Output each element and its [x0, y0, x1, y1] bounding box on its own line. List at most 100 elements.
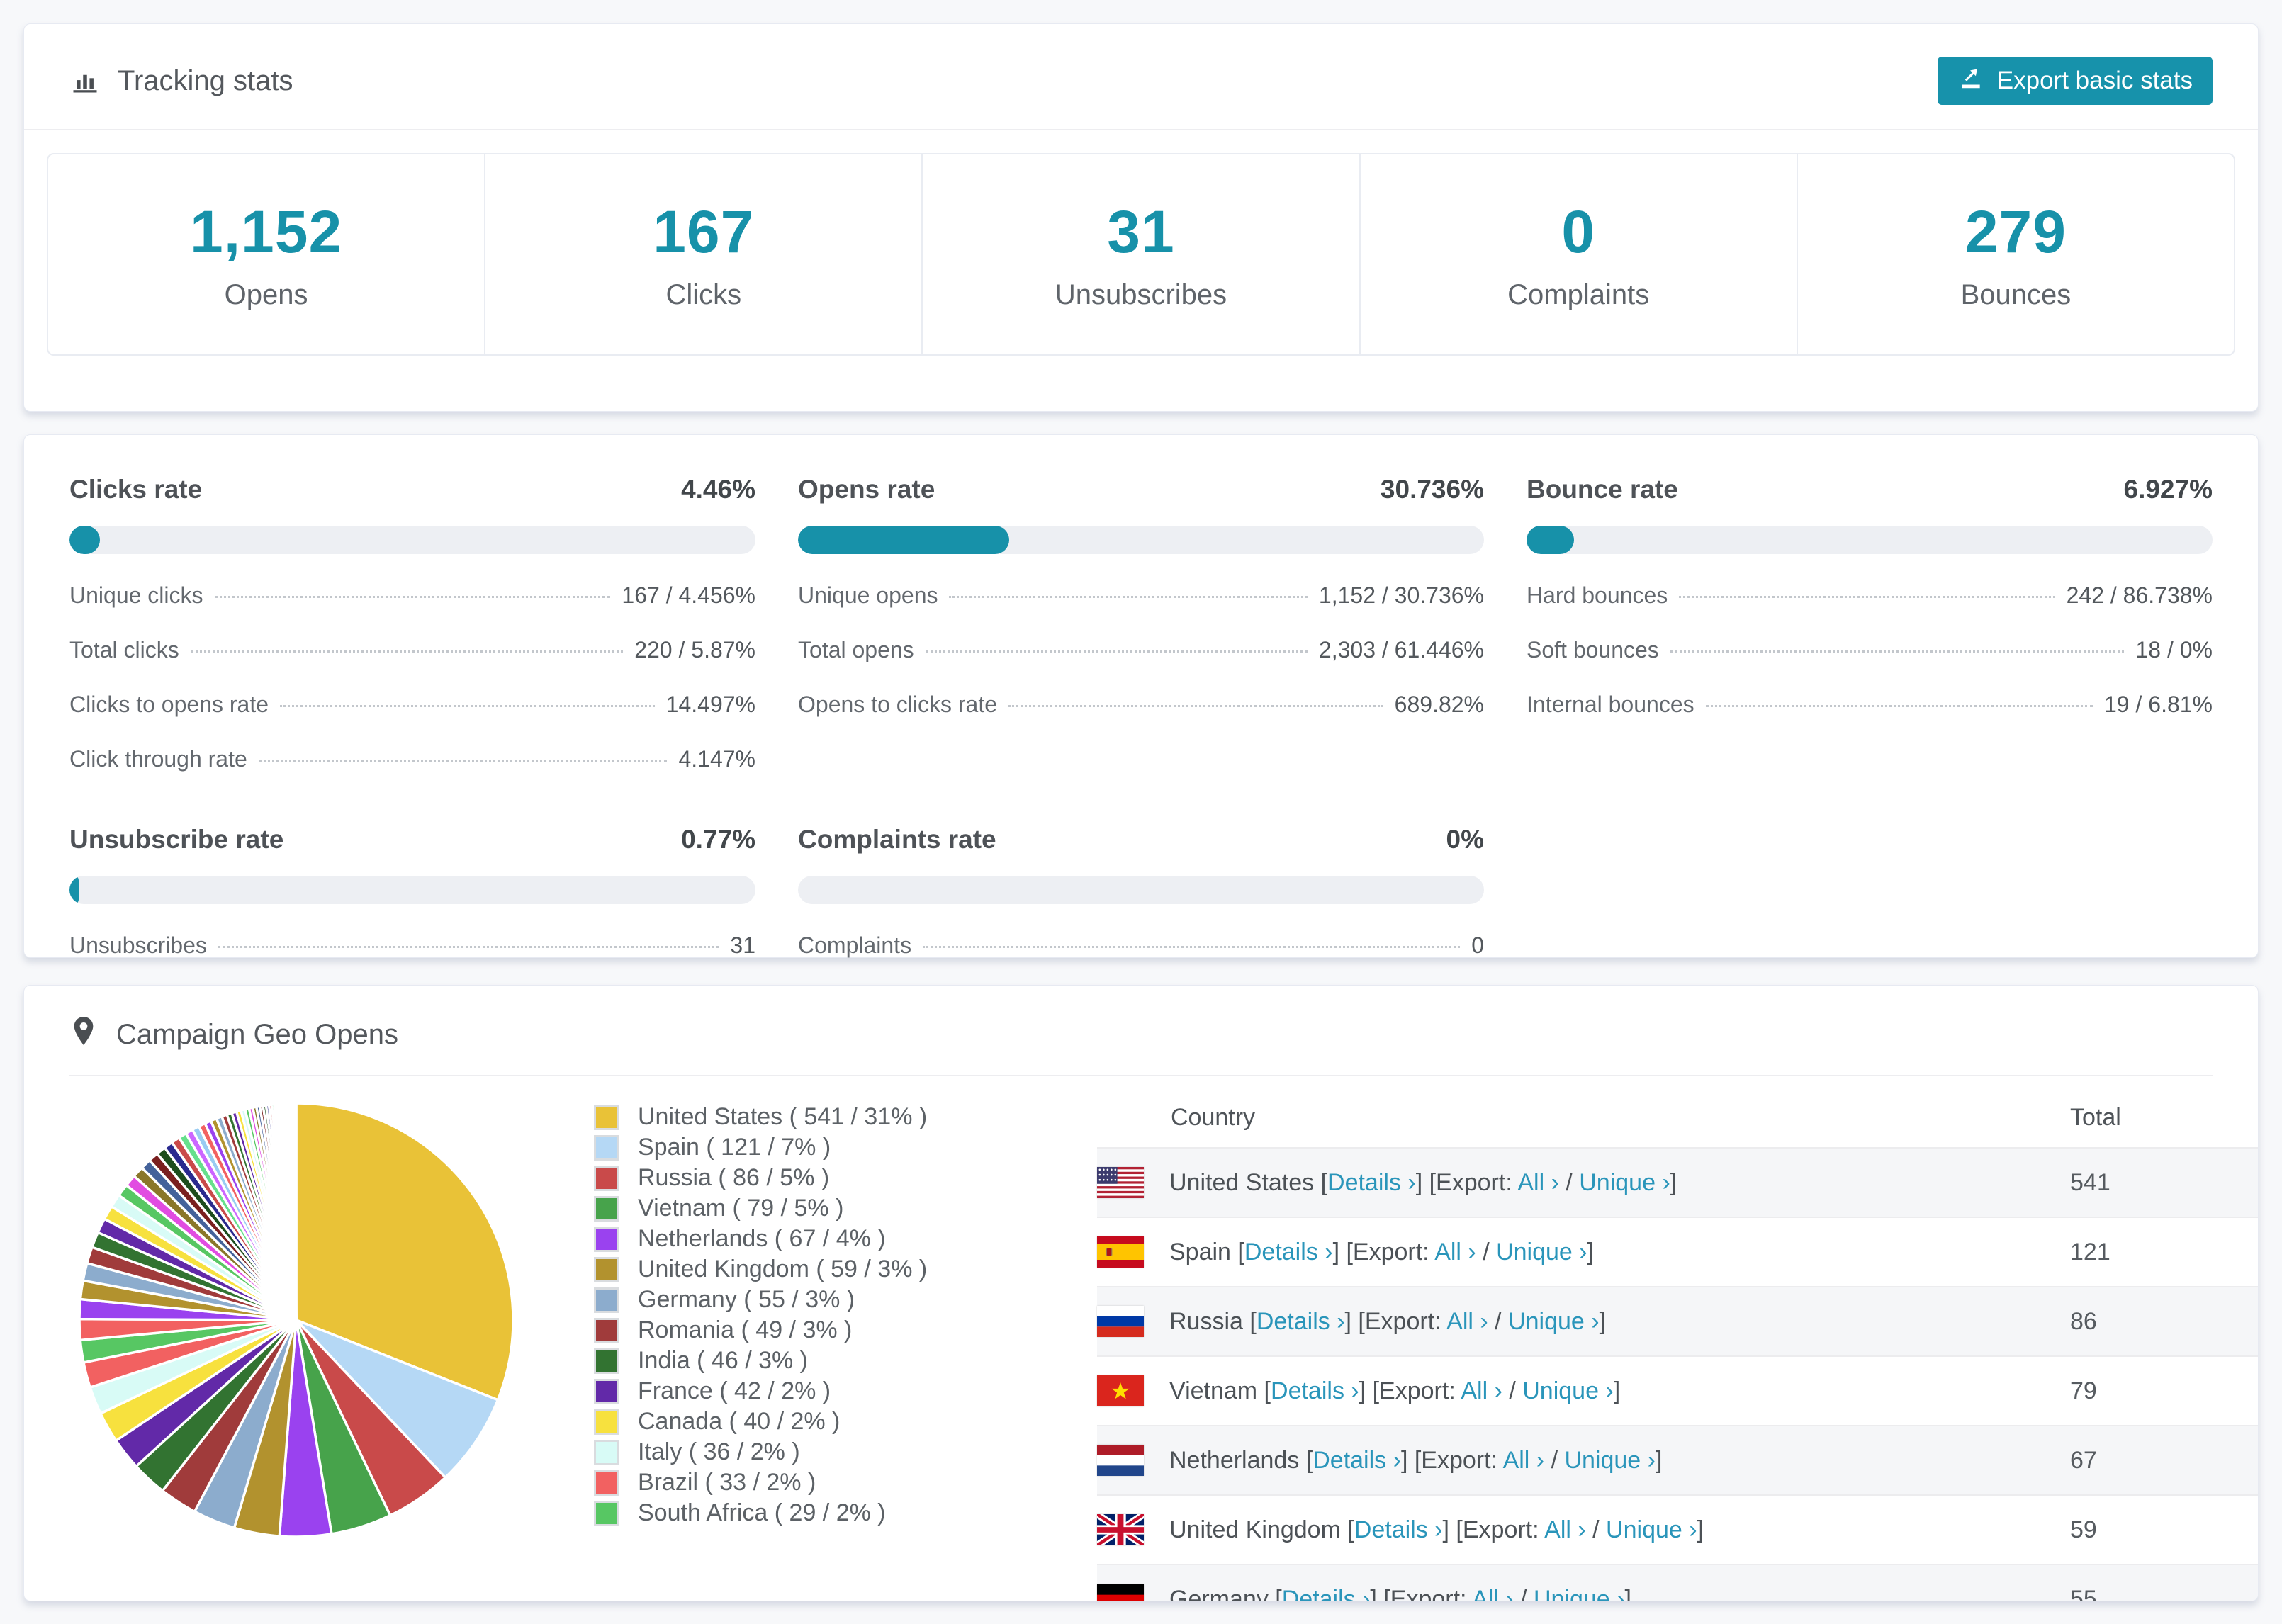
gb-flag-icon: [1097, 1514, 1144, 1545]
rate-panel-bounce-rate: Bounce rate 6.927% Hard bounces 242 / 86.73…: [1527, 475, 2213, 772]
rate-detail-label: Total opens: [798, 637, 914, 662]
section-title: Campaign Geo Opens: [116, 1018, 399, 1050]
summary-stat-unsubscribes: 31 Unsubscribes: [923, 154, 1361, 354]
pie-slice-0[interactable]: [295, 1102, 515, 1402]
details-link[interactable]: Details ›: [1313, 1446, 1401, 1474]
legend-item-germany[interactable]: Germany ( 55 / 3% ): [594, 1285, 1097, 1315]
ru-flag-icon: [1097, 1306, 1144, 1337]
stat-label: Opens: [224, 279, 308, 310]
pie-slice-63[interactable]: [293, 1102, 298, 1321]
export-unique-link[interactable]: Unique ›: [1579, 1168, 1670, 1196]
rate-detail-row: Click through rate 4.147%: [69, 746, 755, 772]
vn-flag-icon: [1097, 1375, 1144, 1406]
rate-detail-row: Total clicks 220 / 5.87%: [69, 637, 755, 663]
rate-percentage: 4.46%: [681, 475, 755, 504]
legend-label: United Kingdom ( 59 / 3% ): [638, 1256, 928, 1282]
stat-label: Clicks: [665, 279, 742, 310]
legend-item-italy[interactable]: Italy ( 36 / 2% ): [594, 1437, 1097, 1467]
legend-item-canada[interactable]: Canada ( 40 / 2% ): [594, 1406, 1097, 1437]
rate-detail-value: 19 / 6.81%: [2104, 692, 2213, 717]
country-cell: United Kingdom [Details ›] [Export: All …: [1097, 1514, 2070, 1545]
geo-opens-table: Country Total United States [Details ›] …: [1097, 1088, 2258, 1601]
country-links: Russia [Details ›] [Export: All › / Uniq…: [1169, 1307, 1607, 1335]
legend-swatch: [594, 1287, 619, 1313]
legend-item-united-kingdom[interactable]: United Kingdom ( 59 / 3% ): [594, 1254, 1097, 1285]
rate-percentage: 30.736%: [1380, 475, 1484, 504]
export-all-link[interactable]: All ›: [1446, 1307, 1488, 1335]
legend-item-south-africa[interactable]: South Africa ( 29 / 2% ): [594, 1498, 1097, 1528]
rate-progress-bar: [69, 526, 755, 554]
export-all-link[interactable]: All ›: [1502, 1446, 1545, 1474]
legend-swatch: [594, 1256, 619, 1282]
legend-item-russia[interactable]: Russia ( 86 / 5% ): [594, 1163, 1097, 1193]
stat-value: 1,152: [189, 198, 343, 265]
export-upload-icon: [1957, 64, 1984, 98]
country-total: 59: [2070, 1516, 2097, 1543]
legend-swatch: [594, 1439, 619, 1465]
legend-item-netherlands[interactable]: Netherlands ( 67 / 4% ): [594, 1224, 1097, 1254]
stat-label: Bounces: [1960, 279, 2072, 310]
pie-slice-1[interactable]: [295, 1319, 500, 1479]
export-all-link[interactable]: All ›: [1434, 1238, 1476, 1265]
country-links: Netherlands [Details ›] [Export: All › /…: [1169, 1446, 1663, 1474]
details-link[interactable]: Details ›: [1244, 1238, 1333, 1265]
details-link[interactable]: Details ›: [1354, 1516, 1443, 1543]
divider: [24, 129, 2258, 130]
legend-item-vietnam[interactable]: Vietnam ( 79 / 5% ): [594, 1193, 1097, 1224]
summary-stat-clicks: 167 Clicks: [485, 154, 923, 354]
rate-detail-value: 2,303 / 61.446%: [1318, 637, 1484, 662]
legend-item-france[interactable]: France ( 42 / 2% ): [594, 1376, 1097, 1406]
details-link[interactable]: Details ›: [1271, 1377, 1359, 1404]
legend-swatch: [594, 1165, 619, 1191]
legend-item-spain[interactable]: Spain ( 121 / 7% ): [594, 1132, 1097, 1163]
rate-panel-clicks-rate: Clicks rate 4.46% Unique clicks 167 / 4.456…: [69, 475, 755, 772]
export-unique-link[interactable]: Unique ›: [1522, 1377, 1614, 1404]
export-basic-stats-button[interactable]: Export basic stats: [1937, 57, 2213, 105]
rate-detail-label: Hard bounces: [1527, 582, 1668, 608]
export-unique-link[interactable]: Unique ›: [1606, 1516, 1697, 1543]
geo-table-row-de: Germany [Details ›] [Export: All › / Uni…: [1097, 1564, 2258, 1601]
tracking-stats-title: Tracking stats: [69, 65, 293, 97]
rate-detail-label: Clicks to opens rate: [69, 692, 269, 717]
geo-table-row-vn: Vietnam [Details ›] [Export: All › / Uni…: [1097, 1356, 2258, 1426]
export-all-link[interactable]: All ›: [1517, 1168, 1559, 1196]
rate-progress-fill: [69, 876, 79, 904]
summary-stats-row: 1,152 Opens 167 Clicks 31 Unsubscribes 0 Compla…: [47, 153, 2235, 356]
legend-item-brazil[interactable]: Brazil ( 33 / 2% ): [594, 1467, 1097, 1498]
bar-chart-icon: [69, 65, 101, 96]
legend-label: Vietnam ( 79 / 5% ): [638, 1195, 844, 1222]
export-all-link[interactable]: All ›: [1472, 1586, 1514, 1601]
details-link[interactable]: Details ›: [1256, 1307, 1345, 1335]
rate-percentage: 0.77%: [681, 825, 755, 854]
geo-pie-chart[interactable]: [69, 1088, 537, 1550]
dotted-leader: [925, 650, 1308, 653]
details-link[interactable]: Details ›: [1281, 1586, 1371, 1601]
export-unique-link[interactable]: Unique ›: [1496, 1238, 1587, 1265]
page-title: Tracking stats: [118, 64, 293, 96]
rate-percentage: 0%: [1446, 825, 1484, 854]
geo-table-row-us: United States [Details ›] [Export: All ›…: [1097, 1148, 2258, 1217]
legend-item-united-states[interactable]: United States ( 541 / 31% ): [594, 1102, 1097, 1132]
legend-item-india[interactable]: India ( 46 / 3% ): [594, 1346, 1097, 1376]
geo-table-row-nl: Netherlands [Details ›] [Export: All › /…: [1097, 1426, 2258, 1495]
rate-detail-row: Clicks to opens rate 14.497%: [69, 692, 755, 718]
details-link[interactable]: Details ›: [1327, 1168, 1416, 1196]
rate-detail-value: 4.147%: [678, 746, 755, 772]
export-unique-link[interactable]: Unique ›: [1508, 1307, 1600, 1335]
rate-detail-label: Opens to clicks rate: [798, 692, 997, 717]
legend-item-romania[interactable]: Romania ( 49 / 3% ): [594, 1315, 1097, 1346]
country-total: 55: [2070, 1586, 2097, 1601]
export-all-link[interactable]: All ›: [1461, 1377, 1502, 1404]
rate-detail-label: Unsubscribes: [69, 932, 207, 958]
export-unique-link[interactable]: Unique ›: [1564, 1446, 1656, 1474]
map-pin-icon: [69, 1015, 98, 1054]
country-cell: Spain [Details ›] [Export: All › / Uniqu…: [1097, 1236, 2070, 1268]
country-cell: United States [Details ›] [Export: All ›…: [1097, 1167, 2070, 1198]
rate-detail-value: 14.497%: [665, 692, 755, 717]
stat-value: 167: [653, 198, 755, 265]
legend-label: United States ( 541 / 31% ): [638, 1103, 928, 1130]
export-unique-link[interactable]: Unique ›: [1533, 1586, 1625, 1601]
rate-detail-label: Total clicks: [69, 637, 179, 662]
export-all-link[interactable]: All ›: [1544, 1516, 1586, 1543]
geo-table-header-total: Total: [2070, 1103, 2121, 1131]
